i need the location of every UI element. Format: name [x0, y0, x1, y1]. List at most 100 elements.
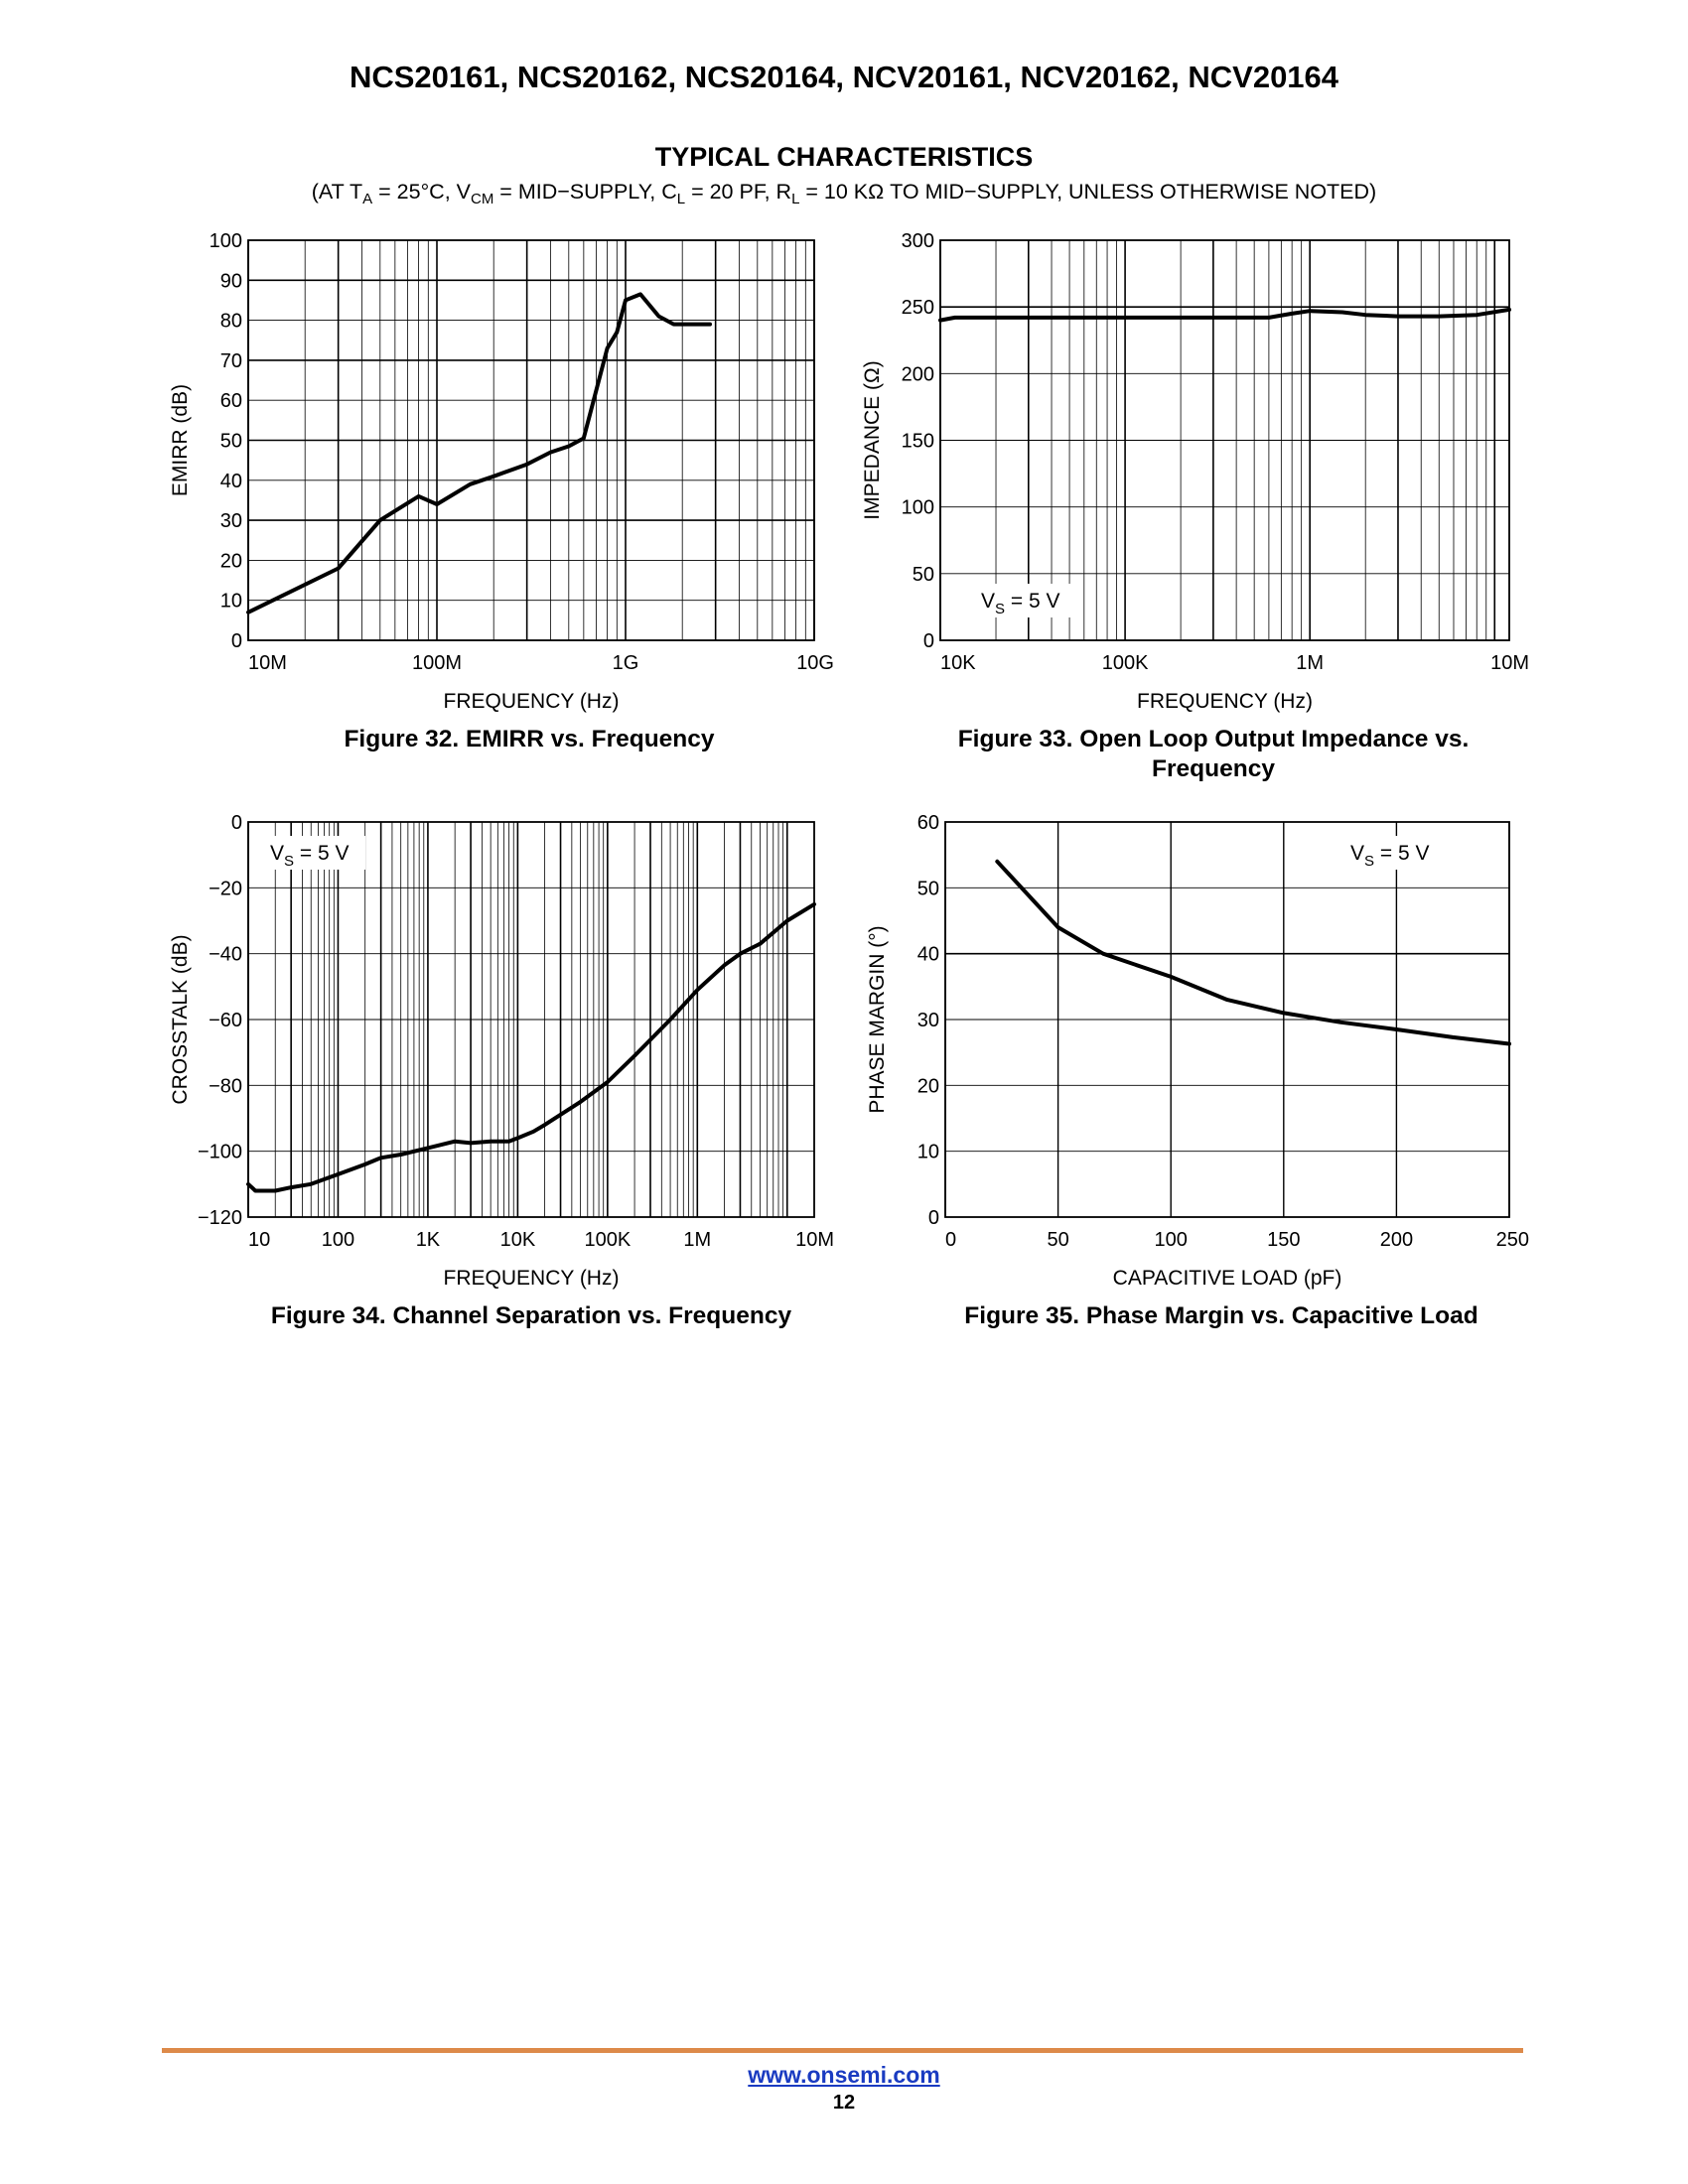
- chart-crosstalk-vs-frequency: 0 −20 −40 −60 −80 −100 −120 10 100 1K 10K 100K 1M 10M…: [169, 812, 834, 1290]
- data-point: [435, 502, 439, 506]
- data-series-line: [938, 307, 1511, 323]
- data-point: [507, 1140, 511, 1144]
- data-point: [1067, 316, 1071, 320]
- data-point: [1475, 313, 1478, 317]
- x-tick-label: 100: [1155, 1229, 1188, 1251]
- data-point: [468, 482, 473, 486]
- data-point: [1123, 316, 1127, 320]
- data-point: [567, 444, 571, 449]
- y-tick-label: 80: [220, 311, 242, 333]
- data-point: [1338, 1021, 1342, 1024]
- y-tick-label: −40: [209, 944, 242, 966]
- y-tick-label: 20: [917, 1075, 939, 1097]
- data-point: [633, 1053, 636, 1058]
- data-point: [699, 323, 703, 327]
- gridlines: [247, 821, 815, 1218]
- x-tick-label: 0: [945, 1229, 956, 1251]
- data-point: [246, 611, 250, 614]
- data-point: [812, 902, 816, 906]
- data-point: [489, 1140, 492, 1144]
- data-point: [1394, 1027, 1398, 1031]
- plot-frame: [939, 239, 1510, 641]
- data-point: [994, 316, 998, 320]
- data-point: [1308, 309, 1312, 313]
- data-point: [953, 316, 957, 320]
- y-tick-label: 0: [231, 630, 242, 652]
- plot-frame: [944, 821, 1510, 1218]
- data-point: [1282, 1011, 1286, 1015]
- data-point: [262, 1188, 266, 1193]
- x-axis-label: FREQUENCY (Hz): [444, 690, 620, 713]
- x-tick-label: 1G: [613, 652, 639, 674]
- data-point: [426, 1146, 430, 1150]
- page-number: 12: [832, 2092, 856, 2114]
- y-tick-label: 50: [917, 878, 939, 899]
- x-axis-label: CAPACITIVE LOAD (pF): [1113, 1267, 1342, 1290]
- data-point: [1507, 308, 1511, 312]
- gridlines: [939, 239, 1509, 641]
- data-point: [708, 323, 712, 327]
- y-axis-label: IMPEDANCE (Ω): [861, 360, 884, 519]
- x-axis-label: FREQUENCY (Hz): [1137, 690, 1313, 713]
- data-point: [695, 988, 699, 992]
- y-tick-label: 20: [220, 550, 242, 572]
- data-point: [363, 1162, 367, 1166]
- data-series-line: [246, 292, 712, 614]
- footer-link[interactable]: www.onsemi.com: [748, 2062, 940, 2088]
- data-point: [1267, 316, 1271, 320]
- x-tick-label: 10G: [796, 652, 834, 674]
- y-tick-label: 70: [220, 350, 242, 372]
- footer-divider: [162, 2048, 1523, 2053]
- data-point: [1056, 925, 1060, 929]
- y-tick-label: 30: [917, 1010, 939, 1031]
- data-point: [453, 1140, 457, 1144]
- data-point: [738, 952, 743, 956]
- y-tick-label: 60: [220, 390, 242, 412]
- y-tick-label: 100: [210, 230, 242, 252]
- x-tick-label: 100K: [584, 1229, 631, 1251]
- gridlines: [247, 239, 815, 641]
- data-point: [531, 1130, 535, 1134]
- data-point: [1290, 312, 1294, 316]
- data-point: [638, 292, 642, 297]
- x-tick-label: 10M: [795, 1229, 834, 1251]
- y-axis-label: PHASE MARGIN (°): [866, 925, 889, 1113]
- data-point: [246, 1182, 250, 1186]
- data-point: [525, 463, 529, 467]
- data-point: [515, 1136, 519, 1140]
- y-tick-label: −100: [198, 1142, 242, 1163]
- x-tick-label: 10M: [248, 652, 287, 674]
- data-point: [543, 1123, 547, 1127]
- y-tick-label: 50: [220, 431, 242, 453]
- data-point: [289, 1185, 293, 1189]
- y-tick-label: 30: [220, 510, 242, 532]
- x-tick-label: 200: [1380, 1229, 1413, 1251]
- data-point: [1234, 316, 1238, 320]
- x-tick-label: 100M: [412, 652, 462, 674]
- y-tick-label: −60: [209, 1010, 242, 1031]
- x-tick-label: 250: [1496, 1229, 1529, 1251]
- data-point: [1169, 975, 1173, 979]
- data-point: [548, 450, 552, 455]
- data-point: [337, 566, 341, 571]
- data-point: [379, 1156, 383, 1160]
- data-point: [1507, 1041, 1511, 1046]
- x-tick-label: 10K: [940, 652, 976, 674]
- data-point: [378, 518, 382, 522]
- y-tick-label: 150: [902, 431, 934, 453]
- data-point: [582, 436, 586, 441]
- x-tick-label: 10: [248, 1229, 270, 1251]
- y-tick-label: 0: [231, 812, 242, 834]
- y-tick-label: −20: [209, 878, 242, 899]
- x-tick-label: 50: [1047, 1229, 1068, 1251]
- data-point: [1451, 1035, 1455, 1039]
- x-tick-label: 10M: [1490, 652, 1529, 674]
- data-point: [1363, 313, 1367, 317]
- data-point: [1340, 310, 1344, 315]
- chart-phase-margin-vs-load: 0 10 20 30 40 50 60 0 50 100 150 200 250 CAPACITIVE L…: [866, 812, 1529, 1290]
- x-tick-label: 1M: [1296, 652, 1324, 674]
- y-tick-label: 10: [917, 1142, 939, 1163]
- x-axis-label: FREQUENCY (Hz): [444, 1267, 620, 1290]
- plot-frame: [247, 821, 815, 1218]
- y-axis-label: CROSSTALK (dB): [169, 934, 192, 1104]
